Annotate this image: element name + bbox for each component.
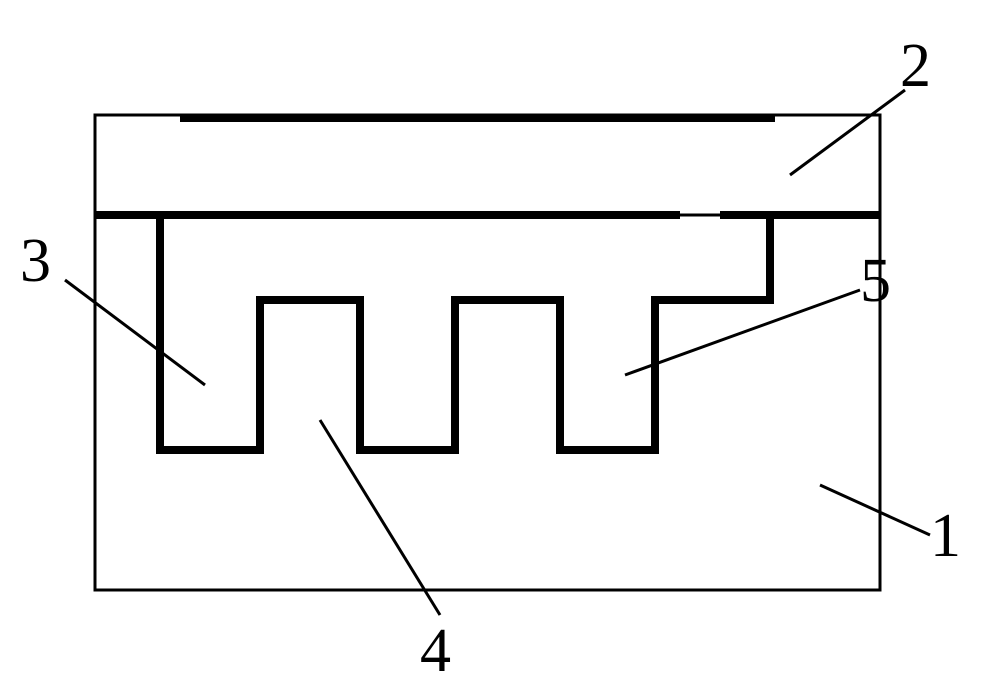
leader-1: [820, 485, 930, 535]
comb-outline: [160, 215, 770, 450]
label-4: 4: [420, 620, 451, 682]
label-2: 2: [900, 35, 931, 97]
leader-2: [790, 90, 905, 175]
label-1: 1: [930, 505, 961, 567]
diagram-stage: 1 2 3 4 5: [0, 0, 1000, 688]
leader-3: [65, 280, 205, 385]
label-3: 3: [20, 230, 51, 292]
label-5: 5: [860, 250, 891, 312]
diagram-svg: [0, 0, 1000, 688]
outer-boundary: [95, 115, 880, 590]
